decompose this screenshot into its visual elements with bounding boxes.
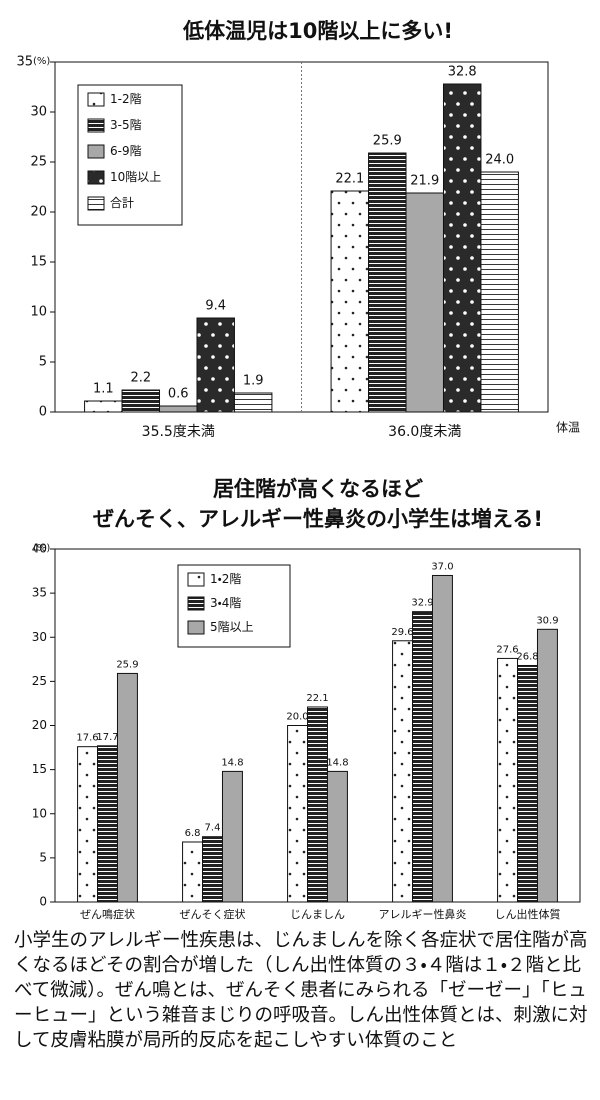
value-label: 24.0: [485, 153, 514, 168]
value-label: 29.6: [391, 627, 413, 638]
value-label: 30.9: [536, 615, 558, 626]
legend-swatch: [87, 92, 105, 107]
x-axis-label: 体温: [556, 421, 580, 435]
value-label: 22.1: [306, 693, 328, 704]
value-label: 32.8: [448, 65, 477, 80]
y-tick-label: 15: [32, 762, 47, 776]
chart-title: 低体温児は10階以上に多い!: [182, 19, 453, 43]
y-tick-label: 30: [30, 105, 47, 120]
bar: [326, 770, 348, 903]
bar: [480, 171, 519, 413]
legend-label: 3-5階: [110, 118, 142, 132]
y-tick-label: 15: [30, 255, 47, 270]
bar: [431, 574, 453, 903]
legend-swatch: [87, 118, 105, 133]
value-label: 22.1: [335, 172, 364, 187]
x-tick-label: しん出性体質: [495, 907, 561, 920]
bar: [442, 83, 482, 413]
legend-label: 6-9階: [110, 144, 142, 158]
y-tick-label: 5: [39, 850, 47, 864]
y-unit: (%): [33, 543, 50, 554]
value-label: 25.9: [373, 134, 402, 149]
bar: [221, 770, 243, 903]
bar: [196, 317, 235, 413]
x-tick-label: ぜん鳴症状: [80, 907, 135, 920]
legend-swatch: [187, 596, 205, 611]
legend-label: 1-2階: [110, 92, 142, 106]
y-tick-label: 10: [30, 305, 47, 320]
y-unit: (%): [33, 56, 50, 67]
value-label: 0.6: [168, 387, 189, 402]
value-label: 14.8: [326, 757, 348, 768]
y-tick-label: 30: [32, 630, 47, 644]
bar: [307, 706, 328, 903]
x-tick-label: アレルギー性鼻炎: [379, 907, 467, 920]
legend-swatch: [87, 144, 105, 159]
bar: [116, 672, 138, 903]
value-label: 7.4: [205, 823, 221, 834]
value-label: 27.6: [496, 644, 518, 655]
bar: [405, 192, 444, 413]
value-label: 14.8: [221, 757, 243, 768]
chart-title: ぜんそく、アレルギー性鼻炎の小学生は増える!: [93, 507, 543, 531]
y-tick-label: 0: [39, 405, 47, 420]
bar: [330, 190, 370, 413]
y-tick-label: 25: [30, 155, 47, 170]
caption: 小学生のアレルギー性疾患は、じんましんを除く各症状で居住階が高くなるほどその割合…: [14, 930, 588, 1051]
bar: [368, 152, 407, 413]
value-label: 25.9: [116, 659, 138, 670]
bar: [121, 389, 161, 413]
bar: [287, 725, 309, 903]
bar: [497, 657, 519, 903]
legend-swatch: [87, 196, 105, 211]
value-label: 32.9: [411, 598, 433, 609]
legend-label: 10階以上: [110, 170, 161, 184]
bar: [182, 841, 204, 903]
y-tick-label: 0: [39, 895, 47, 909]
value-label: 17.6: [76, 733, 98, 744]
bar: [77, 746, 99, 903]
legend-label: 3・4階: [210, 596, 241, 610]
y-tick-label: 25: [32, 674, 47, 688]
y-tick-label: 40: [32, 542, 47, 556]
value-label: 1.9: [243, 374, 264, 389]
x-tick-label: 35.5度未満: [142, 424, 215, 440]
y-tick-label: 20: [30, 205, 47, 220]
y-tick-label: 5: [39, 355, 47, 370]
value-label: 1.1: [93, 382, 114, 397]
bar: [159, 405, 198, 413]
x-tick-label: 36.0度未満: [388, 424, 461, 440]
legend-swatch: [187, 620, 205, 635]
x-tick-label: じんましん: [290, 908, 345, 920]
bar: [233, 392, 273, 413]
chart-title: 居住階が高くなるほど: [213, 477, 423, 501]
bar: [412, 611, 433, 903]
value-label: 2.2: [130, 371, 151, 386]
y-tick-label: 35: [16, 55, 33, 70]
x-tick-label: ぜんそく症状: [180, 907, 246, 920]
value-label: 20.0: [286, 712, 308, 723]
legend-swatch: [187, 572, 205, 587]
y-tick-label: 10: [32, 806, 47, 820]
value-label: 6.8: [185, 828, 201, 839]
bar: [536, 628, 558, 903]
legend-swatch: [87, 170, 105, 185]
legend-label: 1・2階: [210, 572, 241, 586]
bar: [392, 640, 414, 903]
value-label: 37.0: [431, 561, 453, 572]
value-label: 21.9: [410, 174, 439, 189]
value-label: 9.4: [205, 299, 226, 314]
value-label: 17.7: [96, 732, 118, 743]
y-tick-label: 20: [32, 718, 47, 732]
legend-label: 合計: [110, 195, 134, 210]
bar: [517, 664, 538, 903]
bar: [97, 745, 118, 903]
y-tick-label: 35: [32, 586, 47, 600]
bar: [84, 400, 123, 413]
bar: [202, 836, 223, 903]
value-label: 26.8: [516, 651, 538, 662]
legend-label: 5階以上: [210, 620, 254, 634]
